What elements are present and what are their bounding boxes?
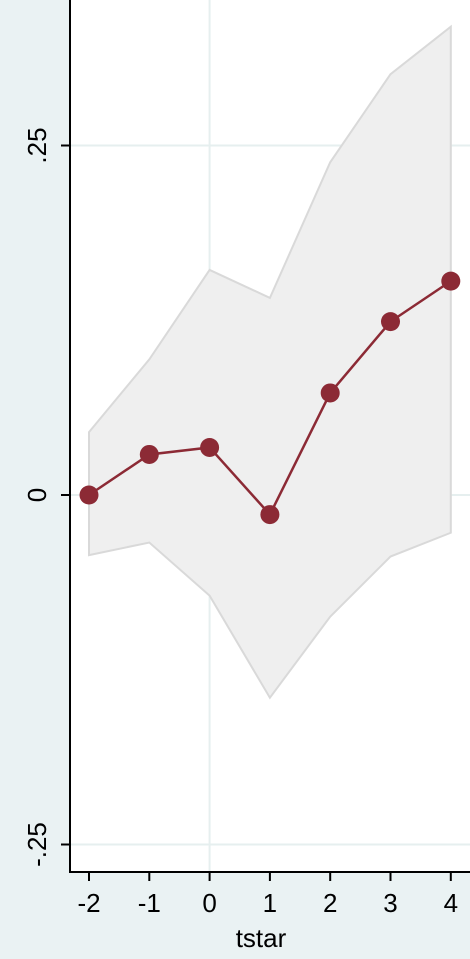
data-point: [441, 271, 461, 291]
x-tick-label: 4: [444, 888, 458, 918]
x-tick-label: 2: [323, 888, 337, 918]
x-tick-label: -2: [77, 888, 100, 918]
y-tick-label: -.25: [22, 822, 52, 867]
data-point: [200, 437, 220, 457]
x-tick-label: 3: [383, 888, 397, 918]
axes: [61, 0, 470, 881]
series-points: [79, 271, 461, 525]
data-point: [260, 505, 280, 525]
data-point: [139, 444, 159, 464]
x-tick-label: 0: [202, 888, 216, 918]
y-tick-label: 0: [22, 488, 52, 502]
data-point: [79, 485, 99, 505]
data-point: [320, 383, 340, 403]
x-tick-label: 1: [263, 888, 277, 918]
data-point: [381, 312, 400, 332]
tick-labels: -.25 0 .25 -2 -1 0 1 2 3 4: [22, 127, 458, 918]
confidence-interval-band: [88, 24, 452, 700]
confidence-band: [88, 24, 452, 700]
y-tick-label: .25: [22, 127, 52, 163]
x-tick-label: -1: [138, 888, 161, 918]
x-axis-label: tstar: [236, 923, 287, 953]
